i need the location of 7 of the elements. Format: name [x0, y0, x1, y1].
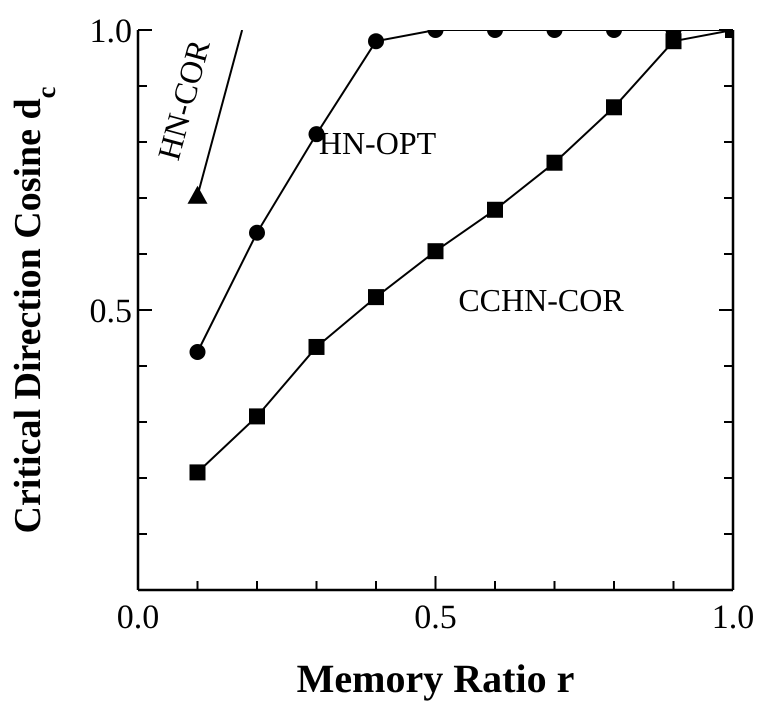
- x-tick-label: 0.0: [116, 599, 160, 636]
- annotation: HN-COR: [150, 35, 217, 164]
- x-tick-label: 0.5: [414, 599, 457, 636]
- annotation: HN-OPT: [318, 125, 437, 162]
- x-tick-label: 1.0: [712, 599, 754, 636]
- annotation: CCHN-COR: [458, 282, 624, 318]
- x-axis-title: Memory Ratio r: [296, 656, 574, 701]
